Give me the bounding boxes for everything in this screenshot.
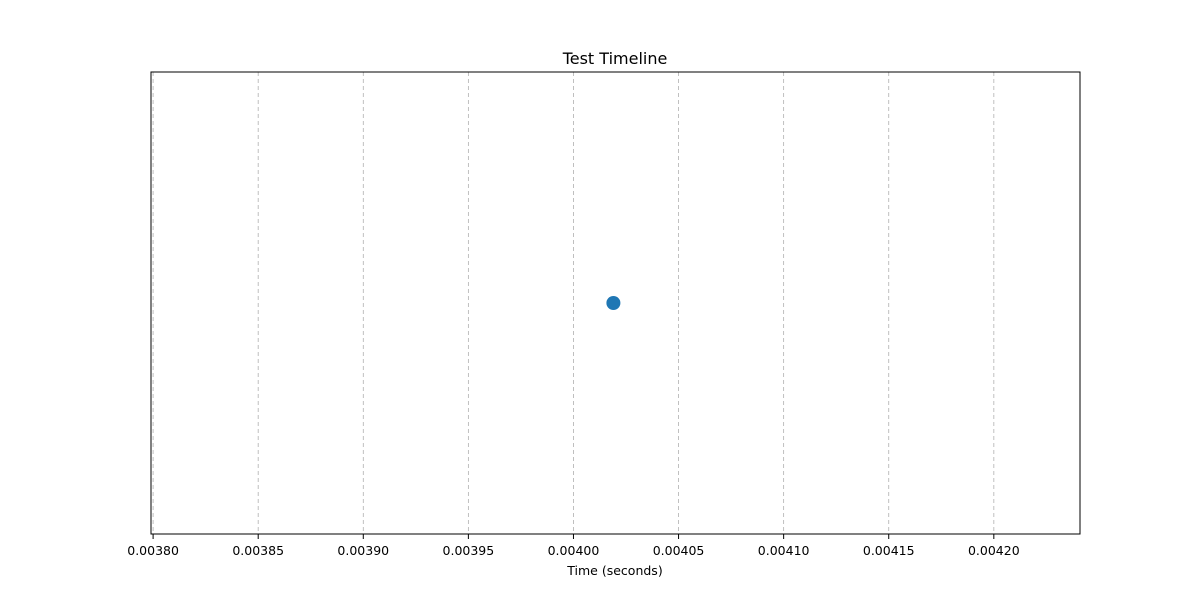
plot-area-frame — [150, 71, 1081, 535]
x-tick-label: 0.00400 — [548, 543, 600, 558]
chart-title: Test Timeline — [562, 49, 668, 68]
x-tick-label: 0.00395 — [443, 543, 495, 558]
points-layer — [606, 296, 621, 310]
x-ticks-layer: 0.00380 0.00385 0.00390 0.00395 0.00400 0.004… — [127, 534, 1020, 558]
x-axis-label: Time (seconds) — [566, 563, 662, 578]
x-tick-label: 0.00405 — [653, 543, 705, 558]
x-tick-label: 0.00410 — [758, 543, 810, 558]
grid-layer — [152, 72, 995, 534]
x-tick-label: 0.00390 — [337, 543, 389, 558]
x-tick-label: 0.00380 — [127, 543, 179, 558]
x-tick-label: 0.00420 — [968, 543, 1020, 558]
data-point — [606, 296, 621, 310]
x-tick-label: 0.00385 — [232, 543, 284, 558]
x-tick-label: 0.00415 — [863, 543, 915, 558]
